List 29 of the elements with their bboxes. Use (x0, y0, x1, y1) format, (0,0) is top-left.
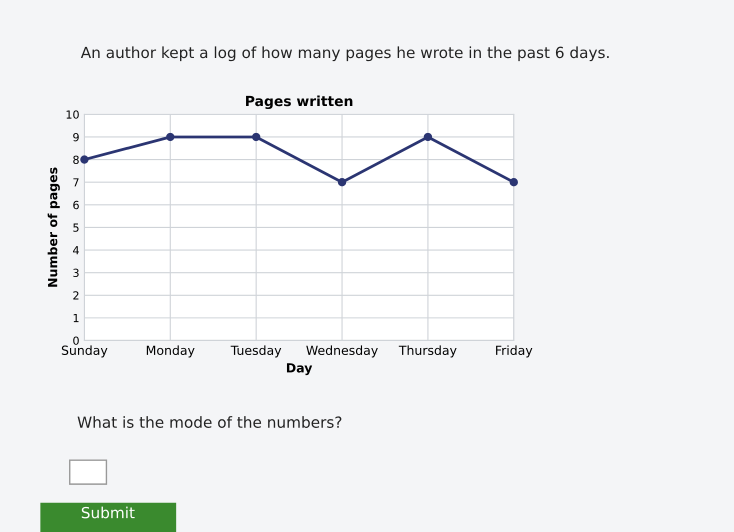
y-tick-label: 0 (73, 336, 79, 345)
point (252, 132, 260, 142)
point (510, 178, 518, 186)
point (166, 132, 174, 142)
x-tick-label: Monday (146, 345, 195, 358)
y-tick-label: 5 (73, 224, 79, 232)
y-tick-label: 7 (73, 178, 79, 186)
text: Submit (82, 506, 135, 518)
x-tick-label: Tuesday (230, 345, 282, 358)
y-tick-label: 6 (73, 200, 79, 210)
text: What is the mode of the numbers? (78, 416, 342, 428)
y-tick-label: 3 (73, 268, 79, 278)
y-tick-label: 4 (73, 246, 79, 254)
chart-title: Pages written (246, 95, 352, 110)
x-tick-label: Sunday (62, 345, 108, 358)
x-tick-label: Thursday (398, 345, 457, 358)
x-tick-label: Friday (496, 345, 532, 358)
point (80, 155, 89, 164)
y-axis-title: Number of pages (48, 168, 60, 287)
y-tick-label: 8 (73, 156, 79, 164)
y-tick-label: 1 (74, 314, 79, 322)
y-tick-label: 2 (73, 291, 78, 300)
text: An author kept a log of how many pages he wrote in the past 6 days. (80, 46, 609, 62)
point (424, 132, 432, 142)
x-tick-label: Wednesday (306, 345, 378, 358)
x-axis-title: Day (286, 363, 312, 376)
y-tick-label: 10 (66, 110, 79, 119)
y-tick-label: 9 (73, 132, 79, 142)
point (338, 178, 346, 186)
